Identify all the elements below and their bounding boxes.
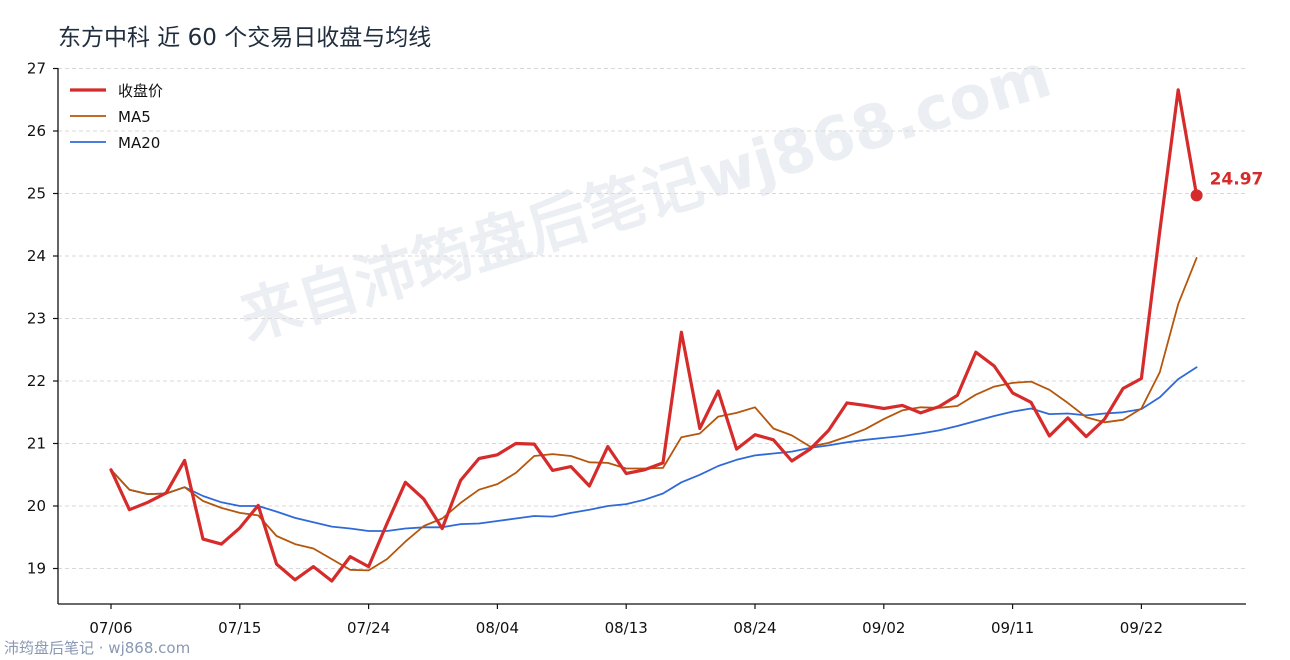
series: 24.97 xyxy=(109,88,1264,583)
y-tick-label: 25 xyxy=(27,185,46,203)
x-tick-label: 08/13 xyxy=(605,619,648,637)
last-close-label: 24.97 xyxy=(1210,169,1264,189)
y-tick-label: 21 xyxy=(27,435,46,453)
chart-title: 东方中科 近 60 个交易日收盘与均线 xyxy=(58,25,432,51)
x-tick-label: 09/22 xyxy=(1120,619,1163,637)
y-tick-label: 23 xyxy=(27,310,46,328)
y-tick-label: 20 xyxy=(27,497,46,515)
x-tick-label: 09/02 xyxy=(862,619,905,637)
footer-watermark: 沛筠盘后笔记 · wj868.com xyxy=(4,639,191,657)
grid xyxy=(58,68,1246,569)
y-tick-label: 26 xyxy=(27,122,46,140)
watermark: 来自沛筠盘后笔记wj868.com xyxy=(232,41,1059,355)
legend-label-0: 收盘价 xyxy=(118,82,163,100)
x-tick-label: 07/06 xyxy=(89,619,132,637)
axes: 19 20 21 22 23 24 25 26 27 07/06 07/15 07/24 08/04 08… xyxy=(27,60,1246,637)
x-tick-label: 07/15 xyxy=(218,619,261,637)
legend-label-2: MA20 xyxy=(118,134,160,152)
legend: 收盘价 MA5 MA20 xyxy=(70,82,163,152)
series-line-1 xyxy=(110,257,1198,572)
legend-label-1: MA5 xyxy=(118,108,151,126)
y-tick-label: 27 xyxy=(27,60,46,78)
y-tick-label: 24 xyxy=(27,247,46,265)
y-tick-label: 19 xyxy=(27,560,46,578)
x-tick-label: 08/04 xyxy=(476,619,519,637)
x-tick-label: 08/24 xyxy=(733,619,776,637)
last-close-point xyxy=(1190,189,1203,202)
x-tick-label: 07/24 xyxy=(347,619,390,637)
y-tick-label: 22 xyxy=(27,372,46,390)
watermark-text: 来自沛筠盘后笔记wj868.com xyxy=(232,41,1059,355)
series-line-0 xyxy=(109,88,1199,583)
series-line-2 xyxy=(110,366,1198,532)
x-tick-label: 09/11 xyxy=(991,619,1034,637)
